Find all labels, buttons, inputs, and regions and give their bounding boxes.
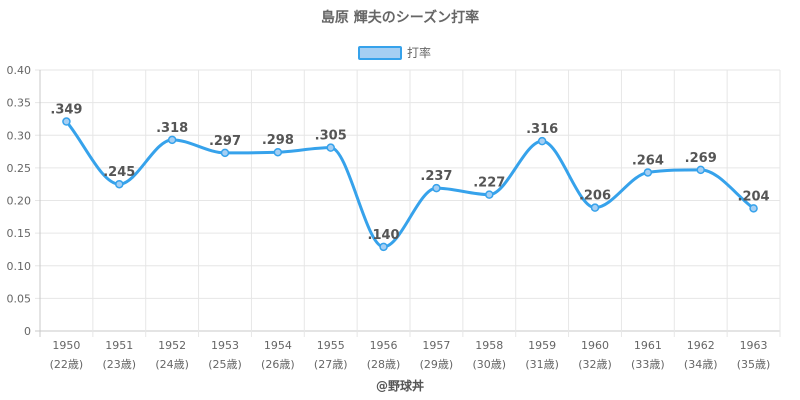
data-label: .237 (420, 169, 452, 184)
x-tick-label: 1956 (370, 339, 398, 352)
data-label: .349 (50, 103, 82, 118)
data-label: .297 (209, 134, 241, 149)
x-tick-age-label: (28歳) (367, 358, 401, 371)
x-tick-label: 1953 (211, 339, 239, 352)
x-tick-age-label: (33歳) (631, 358, 665, 371)
y-tick-label: 0.10 (7, 260, 32, 273)
data-label: .140 (368, 228, 400, 243)
data-point[interactable] (432, 183, 441, 193)
data-point[interactable] (167, 135, 177, 145)
legend-swatch (358, 46, 402, 60)
x-tick-age-label: (31歳) (525, 358, 559, 371)
data-label: .206 (579, 189, 611, 204)
data-point[interactable] (273, 147, 283, 157)
y-tick-label: 0.30 (7, 129, 32, 142)
x-tick-label: 1962 (687, 339, 715, 352)
data-point[interactable] (379, 242, 388, 252)
x-tick-age-label: (26歳) (261, 358, 295, 371)
data-point[interactable] (643, 168, 653, 177)
y-tick-label: 0.20 (7, 195, 32, 208)
x-tick-age-label: (30歳) (472, 358, 506, 371)
data-label: .316 (526, 122, 558, 137)
y-tick-label: 0 (24, 325, 31, 338)
legend[interactable]: 打率 (358, 45, 431, 60)
x-tick-age-label: (34歳) (684, 358, 718, 371)
y-tick-label: 0.25 (7, 162, 32, 175)
x-tick-age-label: (23歳) (102, 358, 136, 371)
x-tick-label: 1963 (740, 339, 768, 352)
data-point[interactable] (749, 204, 758, 213)
data-point[interactable] (62, 117, 71, 126)
data-point[interactable] (326, 143, 335, 152)
series-layer (62, 117, 758, 252)
data-point[interactable] (590, 203, 600, 212)
data-point[interactable] (115, 179, 124, 189)
x-tick-age-label: (22歳) (50, 358, 84, 371)
x-axis-ticks: 1950 (22歳) 1951 (23歳) 1952 (24歳) 1953 (25歳) 1954… (50, 339, 771, 371)
x-tick-label: 1958 (475, 339, 503, 352)
x-tick-label: 1951 (105, 339, 133, 352)
data-label: .305 (315, 129, 347, 144)
x-tick-label: 1950 (52, 339, 80, 352)
legend-label: 打率 (407, 45, 431, 60)
data-label: .298 (262, 133, 294, 148)
x-tick-age-label: (35歳) (737, 358, 771, 371)
data-label: .245 (103, 165, 135, 180)
x-tick-label: 1961 (634, 339, 662, 352)
data-point[interactable] (220, 148, 230, 158)
x-tick-age-label: (24歳) (155, 358, 189, 371)
x-tick-label: 1959 (528, 339, 556, 352)
credit-text: @野球丼 (376, 378, 424, 393)
y-tick-label: 0.15 (7, 227, 32, 240)
y-tick-label: 0.05 (7, 292, 32, 305)
data-label: .227 (473, 176, 505, 191)
x-tick-age-label: (25歳) (208, 358, 242, 371)
data-point[interactable] (485, 190, 494, 199)
data-label: .204 (738, 189, 770, 204)
x-tick-label: 1960 (581, 339, 609, 352)
data-point[interactable] (696, 165, 705, 175)
data-point[interactable] (537, 136, 547, 146)
data-label: .269 (685, 151, 717, 166)
data-label: .318 (156, 121, 188, 136)
y-tick-label: 0.40 (7, 64, 32, 77)
x-tick-age-label: (32歳) (578, 358, 612, 371)
x-tick-label: 1957 (422, 339, 450, 352)
y-tick-label: 0.35 (7, 97, 32, 110)
x-tick-label: 1955 (317, 339, 345, 352)
chart-title: 島原 輝夫のシーズン打率 (321, 9, 479, 26)
data-label: .264 (632, 153, 664, 168)
x-tick-label: 1954 (264, 339, 292, 352)
x-tick-age-label: (27歳) (314, 358, 348, 371)
y-axis-ticks: 0 0.05 0.10 0.15 0.20 0.25 0.30 0.35 0.40 (7, 64, 32, 338)
x-tick-label: 1952 (158, 339, 186, 352)
x-tick-age-label: (29歳) (420, 358, 454, 371)
gridlines (35, 69, 781, 337)
data-labels: .349 .245 .318 .297 .298 .305 .140 .237 .227 .316… (50, 103, 769, 243)
